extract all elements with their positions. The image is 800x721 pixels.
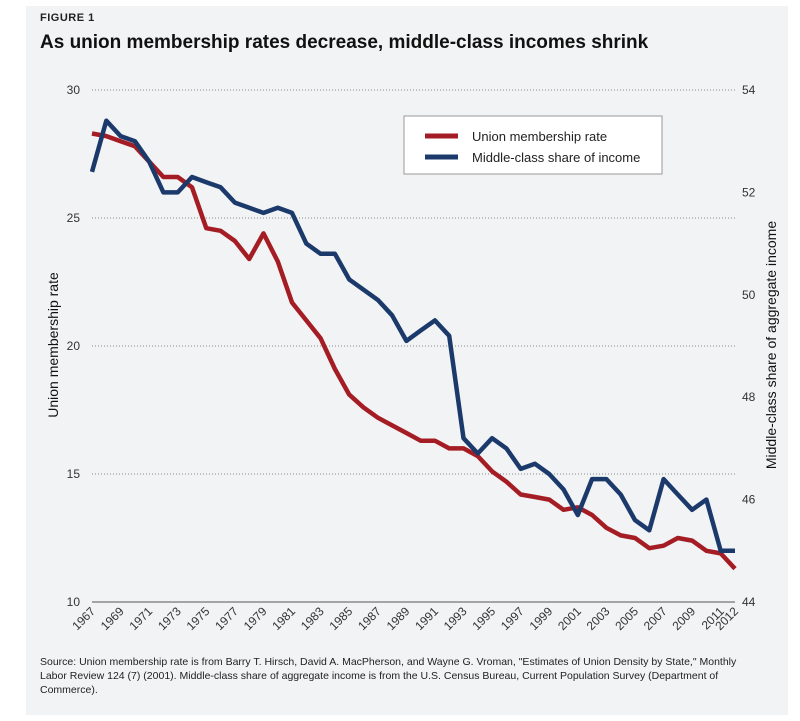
x-tick-label: 1973: [155, 604, 184, 633]
y-right-tick-label: 50: [742, 288, 756, 302]
x-tick-label: 2001: [555, 604, 584, 633]
source-note: Source: Union membership rate is from Ba…: [40, 656, 737, 696]
y-right-tick-label: 46: [742, 493, 756, 507]
x-tick-label: 1991: [412, 604, 441, 633]
chart-title: As union membership rates decrease, midd…: [40, 32, 649, 53]
y-right-tick-label: 52: [742, 185, 756, 199]
y-left-tick-label: 10: [67, 595, 81, 609]
y-right-tick-label: 48: [742, 390, 756, 404]
series-line-union-membership: [91, 131, 737, 571]
x-tick-label: 1993: [441, 604, 470, 633]
y-right-tick-label: 44: [742, 595, 756, 609]
grid-lines: [92, 89, 735, 475]
y-axis-left-title: Union membership rate: [45, 272, 61, 418]
y-left-tick-label: 20: [67, 339, 81, 353]
legend-box: [403, 115, 663, 175]
y-right-tick-label: 54: [742, 83, 756, 97]
x-tick-label: 2003: [584, 604, 613, 633]
y-left-tick-label: 15: [67, 467, 81, 481]
x-tick-label: 1989: [384, 604, 413, 633]
x-tick-label: 1979: [241, 604, 270, 633]
x-tick-label: 1969: [98, 604, 127, 633]
y-left-tick-label: 30: [67, 83, 81, 97]
y-axis-right-title: Middle-class share of aggregate income: [763, 221, 779, 469]
y-left-tick-label: 25: [67, 211, 81, 225]
legend-label-union: Union membership rate: [472, 129, 607, 144]
series-lines: [89, 118, 737, 571]
x-tick-label: 1997: [498, 604, 527, 633]
x-tick-label: 1985: [327, 604, 356, 633]
x-tick-label: 1987: [355, 604, 384, 633]
figure-label: FIGURE 1: [40, 12, 95, 24]
legend-label-middle-class: Middle-class share of income: [472, 150, 640, 165]
x-tick-label: 1977: [212, 604, 241, 633]
x-tick-label: 2007: [641, 604, 670, 633]
x-tick-label: 1975: [184, 604, 213, 633]
x-tick-label: 1999: [527, 604, 556, 633]
x-tick-label: 1971: [126, 604, 155, 633]
x-tick-label: 2009: [669, 604, 698, 633]
series-line-middle-class-share: [89, 118, 735, 554]
x-tick-label: 2005: [612, 604, 641, 633]
x-tick-label: 1981: [269, 604, 298, 633]
x-tick-label: 1995: [469, 604, 498, 633]
x-tick-label: 1983: [298, 604, 327, 633]
legend: Union membership rate Middle-class share…: [403, 115, 663, 175]
